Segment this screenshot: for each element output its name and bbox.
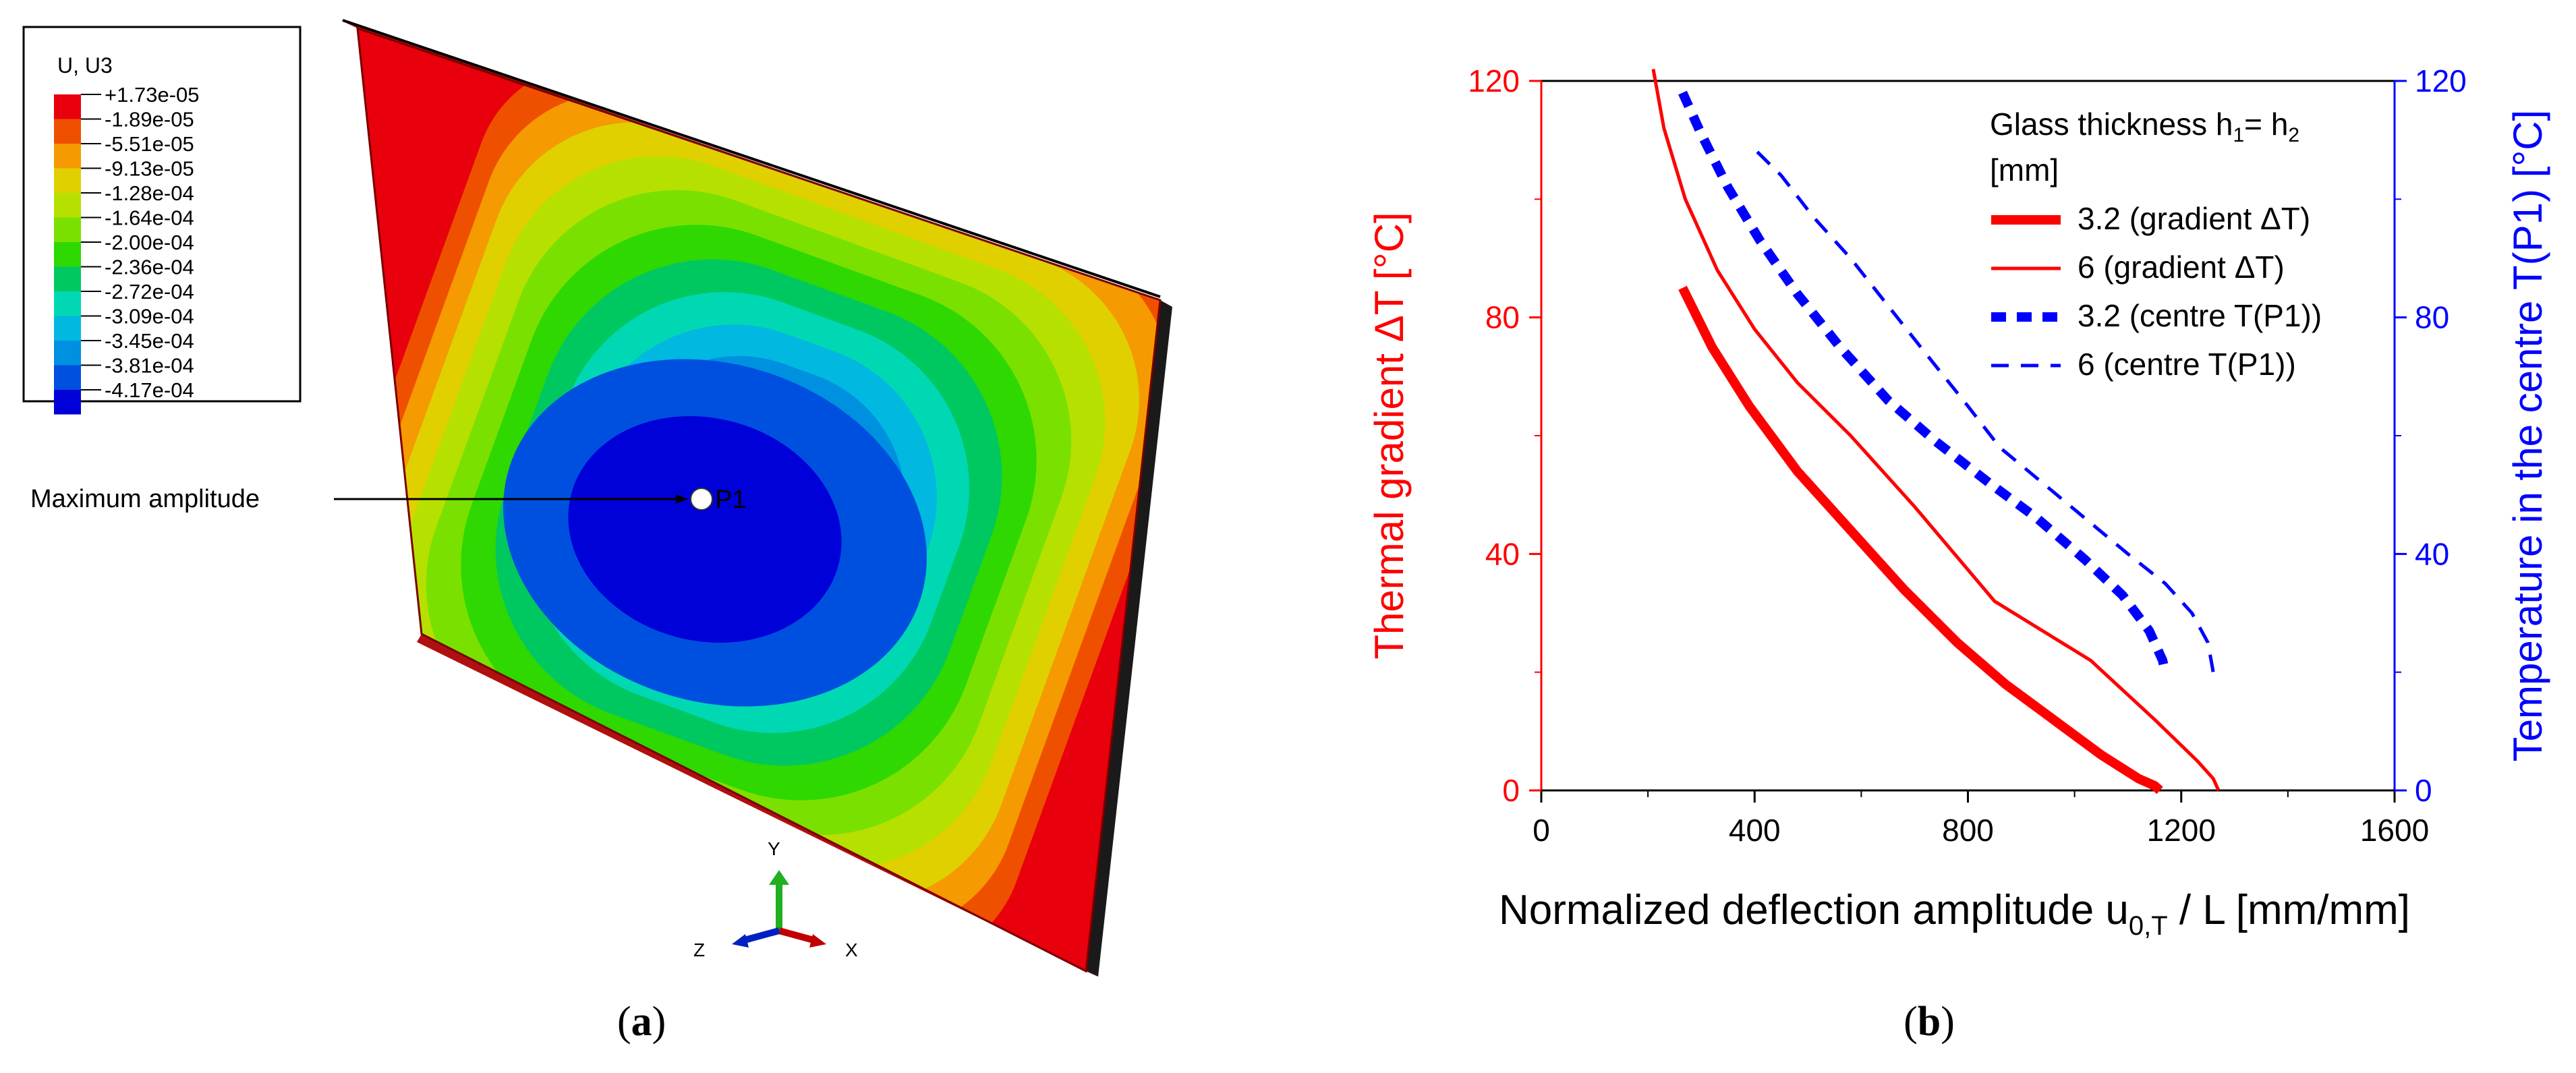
legend-value: -4.17e-04 — [105, 378, 194, 402]
legend-value: -2.72e-04 — [105, 280, 194, 303]
legend-swatch-1 — [54, 94, 81, 119]
legend-value: +1.73e-05 — [105, 83, 199, 107]
point-p1-label: P1 — [715, 486, 746, 514]
caption-a: (a) — [617, 999, 666, 1045]
legend-swatch-4 — [54, 168, 81, 193]
triad-y-arrow — [769, 870, 789, 885]
series-line-2 — [1651, 69, 2221, 792]
legend-swatch-9 — [54, 291, 81, 316]
triad-z-axis — [741, 927, 780, 944]
triad-z-arrow — [732, 934, 749, 948]
legend-label-1: 3.2 (gradient ΔT) — [2078, 201, 2310, 236]
legend-value: -1.89e-05 — [105, 108, 194, 132]
triad-z-label: Z — [693, 939, 705, 960]
plate-edge-line — [342, 19, 1161, 298]
x-tick-label: 0 — [1533, 813, 1550, 848]
annotation-arrowhead — [676, 494, 688, 504]
series-line-1 — [1678, 285, 2163, 794]
triad-y-label: Y — [768, 838, 780, 859]
y-left-tick-label: 120 — [1468, 63, 1520, 98]
legend-heading: Glass thickness h1= h2 — [1990, 107, 2299, 146]
x-axis-title: Normalized deflection amplitude u0,T / L… — [1499, 887, 2410, 941]
legend-swatch-3 — [54, 144, 81, 169]
contour-plot-view: U, U3 +1.73e-05-1.89e-05-5.51e-05-9.13e-… — [22, 19, 1172, 1045]
y-left-tick-label: 40 — [1485, 536, 1520, 571]
plate-side-face — [1086, 300, 1172, 977]
x-tick-label: 1200 — [2147, 813, 2216, 848]
legend-heading-unit: [mm] — [1990, 152, 2059, 187]
legend-value: -1.64e-04 — [105, 206, 194, 230]
y-left-tick-label: 80 — [1485, 300, 1520, 335]
legend-swatch-2 — [54, 119, 81, 144]
legend-label-3: 3.2 (centre T(P1)) — [2078, 298, 2322, 333]
band-13 — [568, 416, 842, 643]
x-tick-label: 400 — [1729, 813, 1781, 848]
panel-a: U, U3 +1.73e-05 -1.89e-05 -5.51e-05 -9.13e-… — [0, 0, 1282, 1070]
triad-x-axis — [778, 927, 818, 944]
legend-value: -3.45e-04 — [105, 329, 194, 353]
triad-x-arrow — [809, 934, 826, 948]
plate-outline — [356, 26, 1162, 973]
legend-value: -3.81e-04 — [105, 354, 194, 378]
panel-b: 0 400 800 1200 1600 0 40 80 120 0 40 80 120 Thermal … — [1282, 0, 2576, 1070]
caption-b: (b) — [1904, 999, 1955, 1045]
y-right-tick-label: 40 — [2415, 536, 2449, 571]
legend-label-2: 6 (gradient ΔT) — [2078, 250, 2285, 285]
legend-swatches: +1.73e-05-1.89e-05-5.51e-05-9.13e-05-1.2… — [54, 83, 199, 415]
legend-swatch-11 — [54, 341, 81, 366]
legend-label-4: 6 (centre T(P1)) — [2078, 347, 2296, 382]
series-line-4 — [1756, 150, 2215, 673]
y-right-tick-label: 120 — [2415, 63, 2467, 98]
legend-value: -3.09e-04 — [105, 305, 194, 328]
legend-value: -5.51e-05 — [105, 132, 194, 156]
legend-swatch-10 — [54, 316, 81, 341]
series-line-3 — [1678, 90, 2170, 674]
legend-swatch-6 — [54, 217, 81, 242]
chart-legend: Glass thickness h1= h2 [mm] 3.2 (gradien… — [1990, 107, 2322, 382]
legend-swatch-8 — [54, 266, 81, 291]
y-right-tick-label: 0 — [2415, 773, 2432, 808]
legend-swatch-5 — [54, 193, 81, 218]
legend-value: -2.00e-04 — [105, 231, 194, 254]
legend-swatch-13 — [54, 390, 81, 415]
y-left-tick-label: 0 — [1502, 773, 1520, 808]
y-axis-left-title: Thermal gradient ΔT [°C] — [1367, 212, 1412, 659]
annotation-label: Maximum amplitude — [30, 485, 260, 513]
legend-value: -9.13e-05 — [105, 157, 194, 181]
x-tick-label: 800 — [1942, 813, 1994, 848]
x-tick-label: 1600 — [2360, 813, 2429, 848]
legend-swatch-7 — [54, 242, 81, 267]
legend-value: -2.36e-04 — [105, 256, 194, 279]
legend-title: U, U3 — [57, 53, 113, 78]
axis-triad: Y X Z — [693, 838, 858, 960]
contour-bands — [357, 28, 1160, 971]
y-axis-right-title: Temperature in the centre T(P1) [°C] — [2505, 110, 2550, 762]
legend-swatch-12 — [54, 365, 81, 390]
legend-value: -1.28e-04 — [105, 181, 194, 205]
point-p1-marker — [690, 488, 713, 511]
triad-x-label: X — [845, 939, 858, 960]
y-right-tick-label: 80 — [2415, 300, 2449, 335]
